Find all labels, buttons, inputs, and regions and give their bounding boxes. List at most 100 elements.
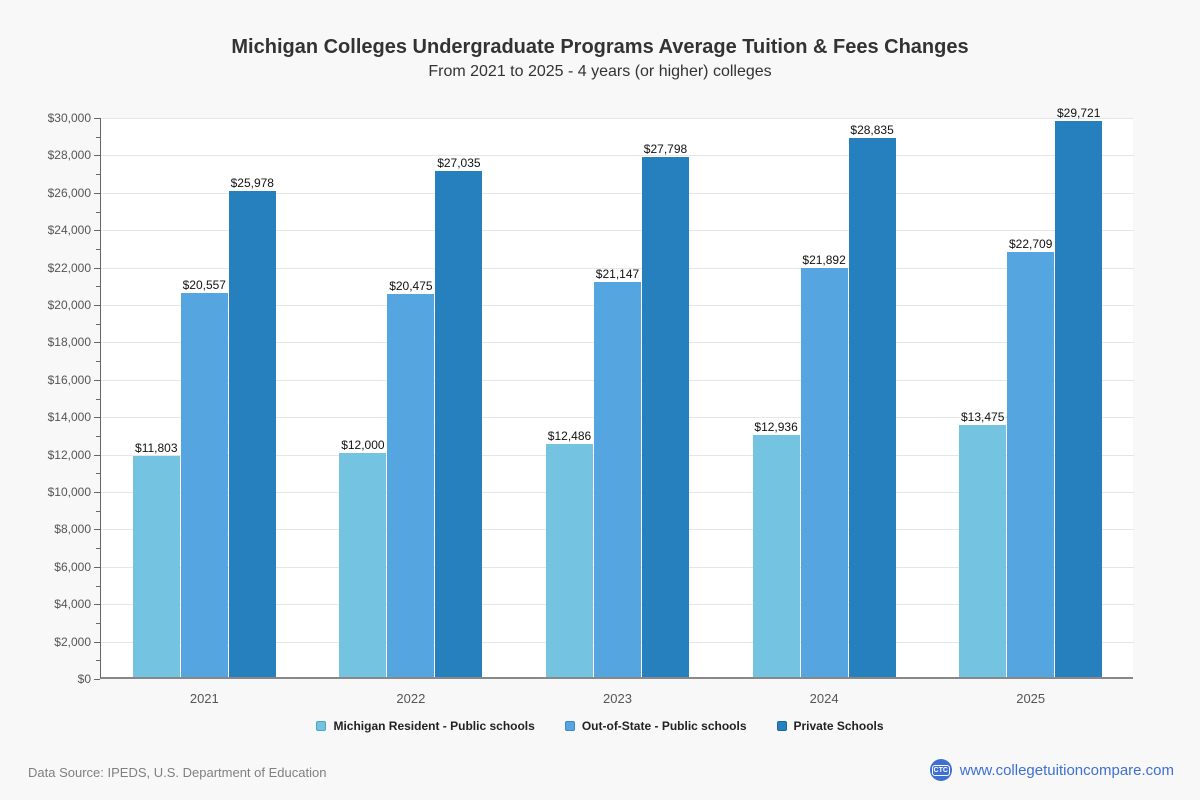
plot-area: $0 $2,000 $4,000 $6,000 $8,000 $10,000 $12,000… bbox=[48, 106, 1134, 706]
y-axis-tick bbox=[94, 342, 100, 344]
bar-value-label: $22,709 bbox=[1008, 237, 1053, 252]
data-source-note: Data Source: IPEDS, U.S. Department of E… bbox=[28, 765, 327, 780]
y-axis-minor-tick bbox=[96, 622, 100, 624]
x-axis-label-2021: 2021 bbox=[189, 691, 219, 706]
y-axis-minor-tick bbox=[96, 435, 100, 437]
legend-label: Out-of-State - Public schools bbox=[581, 719, 747, 733]
bar-2023-series3[interactable] bbox=[642, 157, 689, 677]
y-axis-label: $26,000 bbox=[47, 185, 91, 200]
y-axis-minor-tick bbox=[96, 248, 100, 250]
y-axis-tick bbox=[94, 305, 100, 306]
bar-value-label: $12,486 bbox=[547, 428, 592, 443]
y-axis-label: $4,000 bbox=[54, 597, 91, 612]
bar-2021-series2[interactable] bbox=[180, 292, 228, 677]
y-axis-tick bbox=[94, 566, 100, 568]
y-axis-tick bbox=[94, 641, 100, 643]
gridline bbox=[101, 267, 1134, 269]
y-axis-minor-tick bbox=[96, 361, 100, 363]
y-axis-label: $0 bbox=[77, 672, 91, 686]
ctc-logo-icon: CTC bbox=[929, 759, 952, 781]
y-axis-tick bbox=[94, 155, 100, 157]
y-axis-tick bbox=[94, 118, 100, 119]
y-axis-minor-tick bbox=[96, 548, 100, 550]
gridline bbox=[101, 230, 1134, 232]
bar-2021-series3[interactable] bbox=[228, 191, 276, 677]
y-axis-label: $28,000 bbox=[47, 148, 91, 163]
bar-value-label: $29,721 bbox=[1056, 106, 1101, 121]
x-axis-label-2022: 2022 bbox=[396, 691, 426, 706]
bar-2022-series3[interactable] bbox=[435, 171, 483, 677]
legend-marker-icon bbox=[316, 721, 327, 731]
y-axis-label: $14,000 bbox=[47, 410, 91, 425]
y-axis-label: $20,000 bbox=[47, 298, 91, 312]
ctc-logo-text: CTC bbox=[931, 764, 950, 776]
bar-value-label: $11,803 bbox=[135, 441, 178, 456]
y-axis-tick bbox=[94, 529, 100, 531]
bar-value-label: $12,936 bbox=[754, 420, 798, 435]
y-axis-minor-tick bbox=[96, 585, 100, 587]
y-axis-label: $22,000 bbox=[47, 260, 91, 275]
bar-2024-series1[interactable] bbox=[752, 435, 800, 677]
y-axis-label: $24,000 bbox=[47, 223, 91, 238]
gridline bbox=[101, 192, 1134, 194]
legend: Michigan Resident - Public schools Out-of… bbox=[0, 719, 1200, 733]
y-axis-minor-tick bbox=[96, 473, 100, 475]
y-axis-label: $10,000 bbox=[47, 485, 91, 499]
y-axis-minor-tick bbox=[96, 323, 100, 325]
y-axis-tick bbox=[94, 267, 100, 269]
y-axis-tick bbox=[94, 454, 100, 456]
y-axis-minor-tick bbox=[96, 660, 100, 662]
x-axis-label-2023: 2023 bbox=[603, 691, 632, 706]
y-axis-tick bbox=[94, 192, 100, 194]
chart-subtitle: From 2021 to 2025 - 4 years (or higher) … bbox=[428, 63, 772, 80]
bar-2024-series2[interactable] bbox=[800, 267, 848, 677]
bar-value-label: $25,978 bbox=[230, 176, 274, 191]
footer-site-link[interactable]: CTC www.collegetuitioncompare.com bbox=[929, 759, 1174, 781]
y-axis-label: $12,000 bbox=[47, 447, 91, 462]
y-axis-tick bbox=[94, 417, 100, 419]
legend-item-series1[interactable]: Michigan Resident - Public schools bbox=[316, 719, 535, 733]
gridline bbox=[101, 118, 1134, 119]
bar-value-label: $20,557 bbox=[182, 277, 226, 292]
bar-value-label: $21,892 bbox=[802, 252, 846, 267]
bar-value-label: $20,475 bbox=[389, 279, 433, 294]
y-axis-tick bbox=[94, 230, 100, 232]
y-axis-minor-tick bbox=[96, 398, 100, 400]
y-axis-label: $30,000 bbox=[47, 111, 91, 125]
bar-2025-series1[interactable] bbox=[959, 425, 1007, 677]
bar-2022-series2[interactable] bbox=[387, 294, 435, 677]
y-axis-minor-tick bbox=[96, 211, 100, 213]
bar-2021-series1[interactable] bbox=[132, 456, 180, 677]
y-axis-label: $8,000 bbox=[54, 522, 91, 537]
x-axis-label-2025: 2025 bbox=[1016, 691, 1046, 706]
bar-value-label: $12,000 bbox=[341, 437, 385, 452]
gridline bbox=[101, 155, 1134, 157]
bar-value-label: $21,147 bbox=[595, 266, 640, 281]
bar-2023-series2[interactable] bbox=[594, 281, 641, 677]
y-axis-label: $18,000 bbox=[47, 335, 91, 350]
bar-value-label: $13,475 bbox=[960, 410, 1005, 425]
legend-item-series3[interactable]: Private Schools bbox=[776, 719, 884, 733]
legend-marker-icon bbox=[564, 721, 575, 731]
bar-2023-series1[interactable] bbox=[546, 443, 593, 677]
bar-2022-series1[interactable] bbox=[339, 452, 387, 677]
bar-value-label: $27,035 bbox=[437, 156, 481, 171]
x-axis-label-2024: 2024 bbox=[809, 691, 839, 706]
y-axis-label: $16,000 bbox=[47, 372, 91, 387]
bar-value-label: $28,835 bbox=[850, 122, 894, 137]
y-axis-minor-tick bbox=[96, 510, 100, 512]
legend-label: Private Schools bbox=[793, 719, 884, 733]
y-axis-label: $6,000 bbox=[54, 559, 91, 574]
bar-2024-series3[interactable] bbox=[848, 137, 896, 677]
legend-marker-icon bbox=[776, 721, 787, 731]
bar-value-label: $27,798 bbox=[643, 142, 688, 157]
y-axis-minor-tick bbox=[96, 136, 100, 138]
bar-2025-series2[interactable] bbox=[1007, 252, 1055, 677]
y-axis-minor-tick bbox=[96, 286, 100, 288]
site-url[interactable]: www.collegetuitioncompare.com bbox=[959, 761, 1174, 779]
bar-2025-series3[interactable] bbox=[1055, 121, 1103, 677]
legend-item-series2[interactable]: Out-of-State - Public schools bbox=[564, 719, 747, 733]
y-axis-tick bbox=[94, 679, 100, 680]
chart-title: Michigan Colleges Undergraduate Programs… bbox=[231, 36, 969, 58]
y-axis-label: $2,000 bbox=[54, 634, 91, 649]
